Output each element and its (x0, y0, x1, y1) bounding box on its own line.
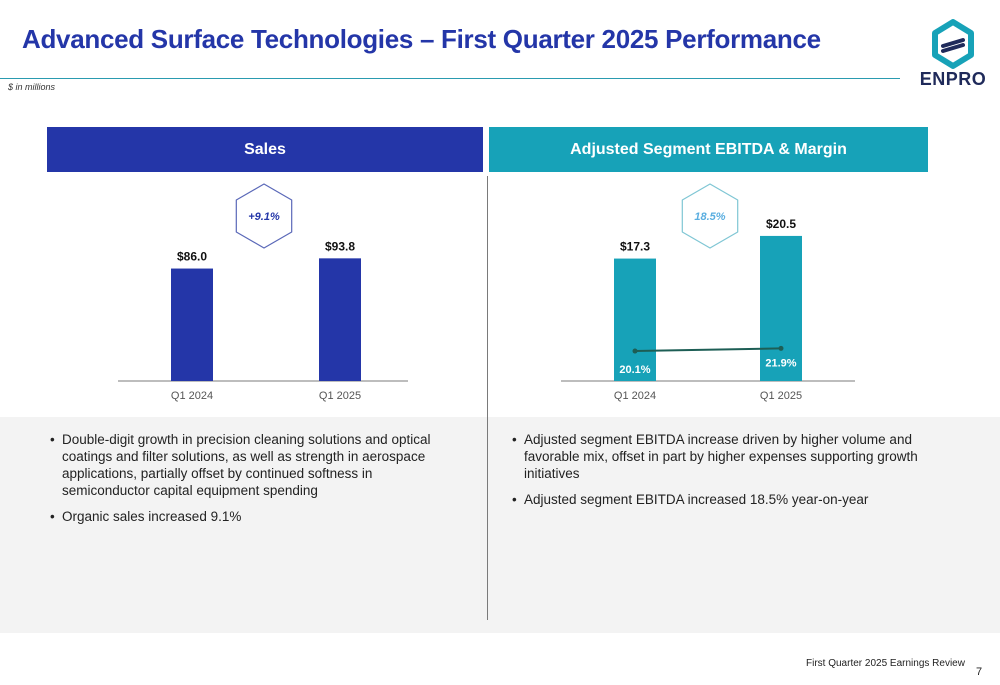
ebitda-bullets: Adjusted segment EBITDA increase driven … (510, 431, 930, 517)
bar (171, 268, 213, 381)
margin-label: 20.1% (619, 364, 650, 376)
sales-bullet: Organic sales increased 9.1% (48, 508, 458, 525)
bar (614, 258, 656, 381)
sales-bullets: Double-digit growth in precision cleanin… (48, 431, 458, 534)
footer-text: First Quarter 2025 Earnings Review (806, 658, 965, 669)
enpro-logo-icon (932, 19, 974, 69)
page-title: Advanced Surface Technologies – First Qu… (22, 24, 821, 54)
title-rule (0, 78, 900, 79)
x-tick-label: Q1 2024 (171, 390, 213, 402)
ebitda-growth-badge-label: 18.5% (694, 211, 725, 223)
ebitda-chart: $17.3 Q1 2024 $20.5 Q1 2025 18.5% 20.1% 21.9% (561, 183, 855, 402)
sales-header: Sales (47, 127, 483, 172)
units-note: $ in millions (8, 82, 56, 92)
logo-wordmark: ENPRO (919, 69, 987, 89)
margin-point (778, 345, 784, 351)
x-tick-label: Q1 2025 (760, 390, 802, 402)
sales-bullet: Double-digit growth in precision cleanin… (48, 431, 458, 499)
bar (760, 235, 802, 381)
bar-value-label: $20.5 (766, 217, 796, 231)
sales-chart: $86.0 Q1 2024 $93.8 Q1 2025 +9.1% (118, 183, 408, 402)
panel-divider (487, 176, 488, 620)
ebitda-bullet: Adjusted segment EBITDA increased 18.5% … (510, 491, 930, 508)
bar-value-label: $93.8 (325, 239, 355, 253)
x-tick-label: Q1 2024 (614, 390, 656, 402)
sales-growth-badge-hexagon (235, 183, 293, 249)
margin-point (632, 348, 638, 354)
bar-value-label: $86.0 (177, 250, 207, 264)
ebitda-header: Adjusted Segment EBITDA & Margin (489, 127, 928, 172)
bar (319, 258, 361, 381)
sales-growth-badge-label: +9.1% (248, 211, 280, 223)
ebitda-bullet: Adjusted segment EBITDA increase driven … (510, 431, 930, 482)
bar-value-label: $17.3 (620, 240, 650, 254)
x-tick-label: Q1 2025 (319, 390, 361, 402)
margin-label: 21.9% (765, 357, 796, 369)
margin-line (634, 347, 782, 353)
ebitda-growth-badge-hexagon (681, 183, 739, 249)
page-number: 7 (976, 666, 983, 678)
